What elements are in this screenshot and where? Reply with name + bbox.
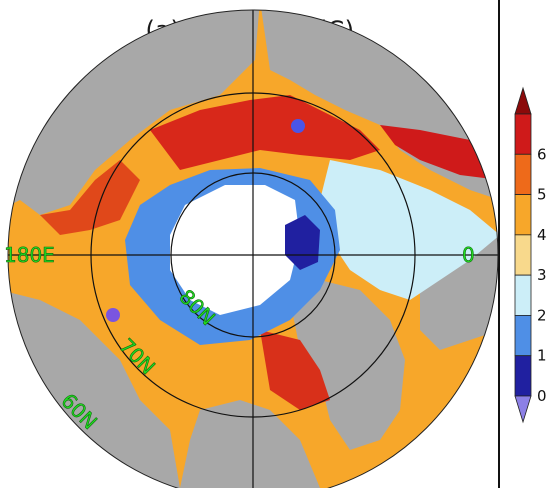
land-greenland — [290, 280, 405, 450]
blue-dot-west — [106, 308, 120, 322]
colorbar-tick-label: 1 — [537, 347, 547, 365]
panel-divider — [498, 0, 500, 488]
colorbar-segment — [514, 194, 532, 236]
colorbar-segments — [514, 86, 532, 424]
blue-dot-north — [291, 119, 305, 133]
colorbar-segment — [514, 274, 532, 316]
colorbar-segment — [514, 355, 532, 397]
anomaly-red-west — [40, 160, 140, 235]
anomaly-red-east — [380, 125, 498, 180]
colorbar-segment — [514, 234, 532, 276]
anomaly-red-north — [150, 95, 380, 170]
colorbar-tick-label: 3 — [537, 266, 547, 284]
colorbar-min-triangle — [514, 395, 532, 424]
colorbar-max-triangle — [514, 86, 532, 115]
colorbar-tick-label: 4 — [537, 226, 547, 244]
colorbar-tick-label: 2 — [537, 306, 547, 324]
colorbar-tick-label: 0 — [537, 387, 547, 405]
label-0: 0 — [462, 243, 475, 267]
sea-ice-cap — [170, 185, 300, 315]
land-canada — [180, 400, 320, 488]
colorbar-segment — [514, 315, 532, 357]
label-180e: 180E — [4, 243, 55, 267]
colorbar-tick-label: 5 — [537, 186, 547, 204]
globe-outline — [7, 9, 499, 488]
anomaly-light-east — [320, 160, 498, 300]
colorbar-tick-labels: 6 5 4 3 2 1 0 — [537, 145, 547, 405]
anomaly-red-south — [260, 330, 330, 410]
anomaly-dark-blue — [285, 215, 320, 270]
colorbar-tick-label: 6 — [537, 145, 547, 163]
colorbar-segment — [514, 113, 532, 155]
colorbar-segment — [514, 153, 532, 195]
polar-map: 180E 0 80N 70N 60N — [4, 9, 499, 488]
